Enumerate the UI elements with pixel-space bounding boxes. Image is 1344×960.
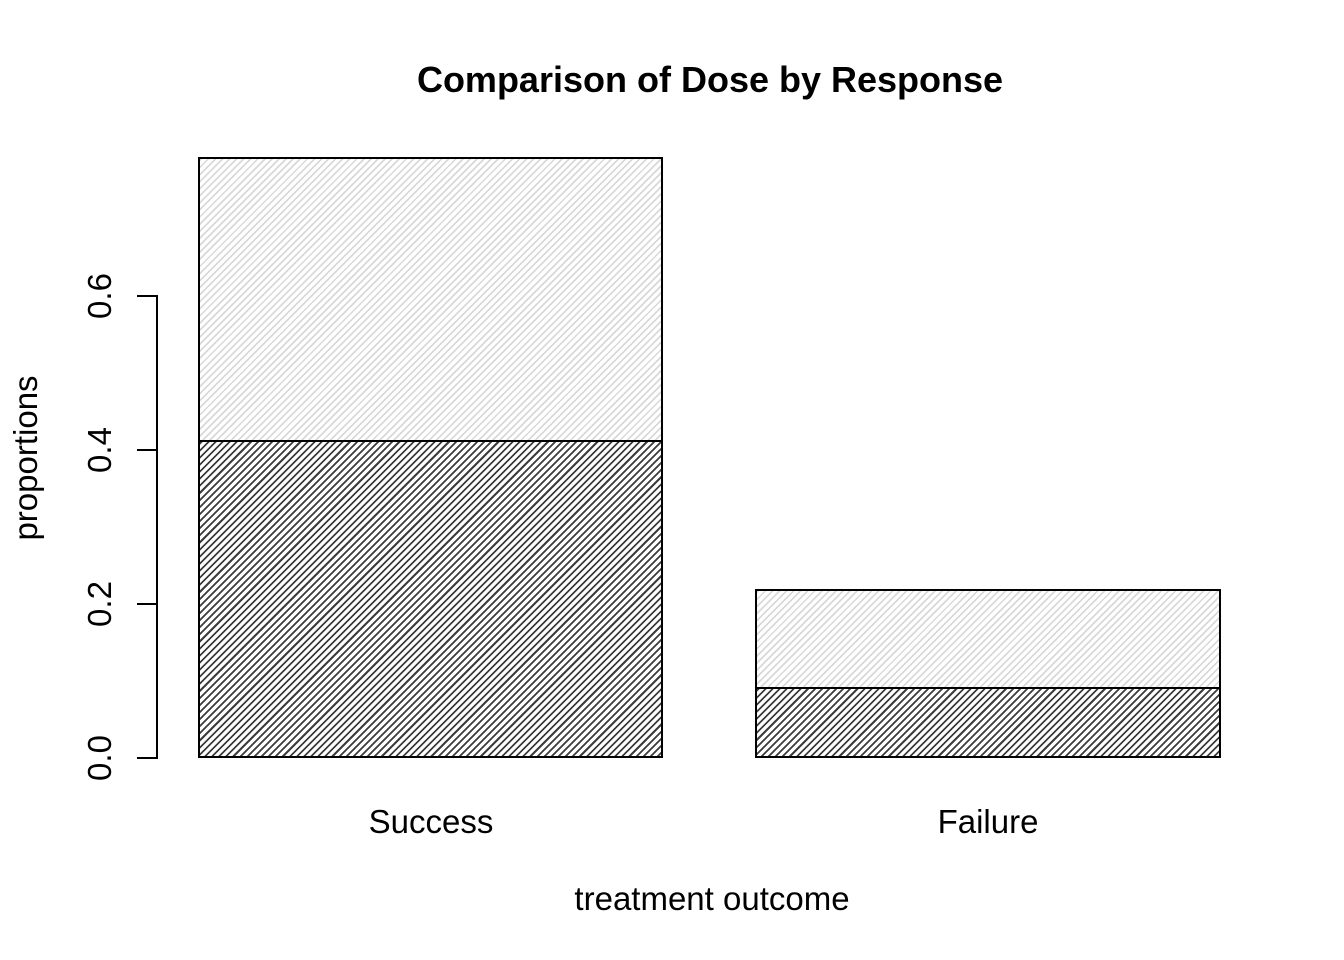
y-axis-tick-0.4 [137,448,157,451]
chart-title: Comparison of Dose by Response [416,59,1004,100]
bar-segment-dark-success [200,440,661,756]
category-label-failure: Failure [937,803,1039,840]
category-label-success: Success [368,803,494,840]
y-axis-line [156,294,158,759]
y-axis-tick-0.0 [137,756,157,759]
bar-segment-dark-failure [757,686,1219,756]
y-axis-tick-0.6 [137,294,157,297]
x-axis-label: treatment outcome [574,880,850,917]
y-axis-tick-0.2 [137,602,157,605]
bar-failure [755,588,1221,758]
bar-success [198,157,663,758]
